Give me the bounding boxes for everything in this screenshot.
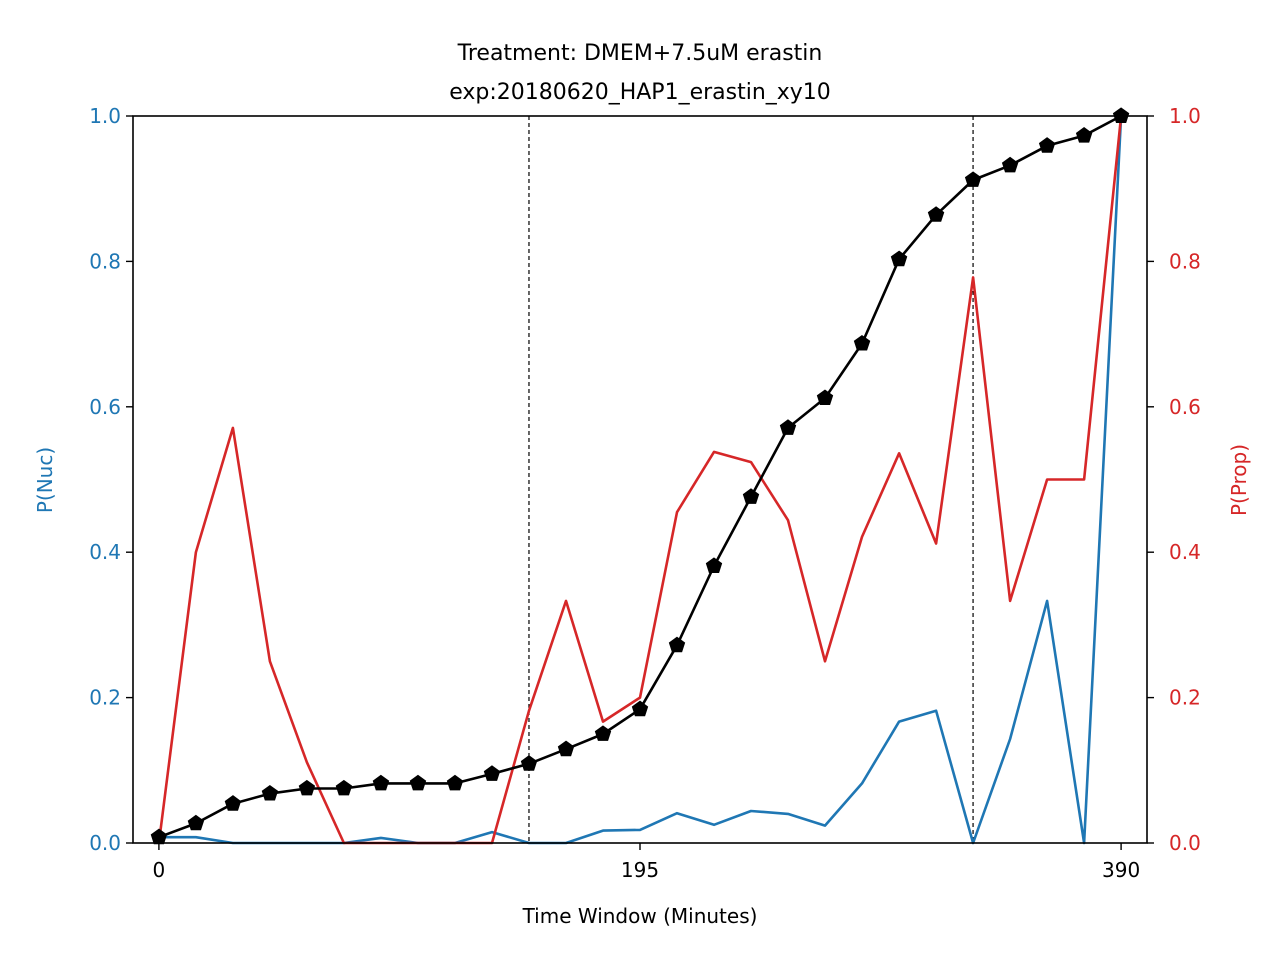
series-2-point-10: [520, 755, 538, 771]
chart-subtitle: exp:20180620_HAP1_erastin_xy10: [449, 80, 831, 105]
series-2-point-19: [853, 334, 871, 351]
series-2-point-11: [557, 740, 575, 757]
left-tick-label-5: 1.0: [89, 104, 121, 128]
right-y-axis-label: P(Prop): [1227, 444, 1251, 516]
series-2-point-7: [409, 774, 427, 791]
chart-title: Treatment: DMEM+7.5uM erastin: [457, 41, 823, 66]
series-2-point-5: [335, 779, 353, 796]
left-tick-label-0: 0.0: [89, 831, 121, 855]
series-2-point-6: [372, 774, 390, 791]
right-tick-label-3: 0.6: [1169, 395, 1201, 419]
series-2-point-25: [1075, 126, 1093, 143]
plot-area: [150, 107, 1130, 845]
series-2-point-17: [779, 419, 797, 435]
series-2-point-4: [298, 779, 316, 796]
series-2-point-23: [1001, 156, 1019, 173]
left-y-axis-label: P(Nuc): [33, 447, 57, 513]
x-axis: 0 195 390: [153, 843, 1140, 882]
series-2-point-1: [187, 814, 205, 831]
series-2-point-24: [1038, 137, 1056, 153]
series-2-point-2: [224, 795, 242, 811]
series-2-point-22: [964, 171, 982, 187]
x-tick-label-0: 0: [153, 858, 166, 882]
series-2-point-16: [742, 488, 760, 504]
series-2-point-8: [446, 774, 464, 791]
x-tick-label-2: 390: [1102, 858, 1140, 882]
series-2-point-18: [816, 389, 834, 405]
right-tick-label-2: 0.4: [1169, 540, 1201, 564]
left-tick-label-4: 0.8: [89, 249, 121, 273]
left-tick-label-1: 0.2: [89, 686, 121, 710]
right-tick-label-5: 1.0: [1169, 104, 1201, 128]
series-2-point-13: [631, 700, 649, 717]
series-2-point-3: [261, 784, 279, 801]
series-2-point-15: [705, 557, 723, 573]
series-2-point-21: [927, 206, 945, 222]
left-tick-label-2: 0.4: [89, 540, 121, 564]
right-y-axis: 0.0 0.2 0.4 0.6 0.8 1.0: [1147, 104, 1201, 855]
right-tick-label-0: 0.0: [1169, 831, 1201, 855]
series-2-point-9: [483, 765, 501, 781]
series-2-point-20: [890, 250, 908, 267]
right-tick-label-1: 0.2: [1169, 686, 1201, 710]
x-tick-label-1: 195: [621, 858, 659, 882]
left-y-axis: 0.0 0.2 0.4 0.6 0.8 1.0: [89, 104, 133, 855]
x-axis-label: Time Window (Minutes): [522, 904, 758, 928]
left-tick-label-3: 0.6: [89, 395, 121, 419]
series-2-point-14: [668, 636, 686, 653]
right-tick-label-4: 0.8: [1169, 249, 1201, 273]
series-2-point-12: [594, 725, 612, 741]
